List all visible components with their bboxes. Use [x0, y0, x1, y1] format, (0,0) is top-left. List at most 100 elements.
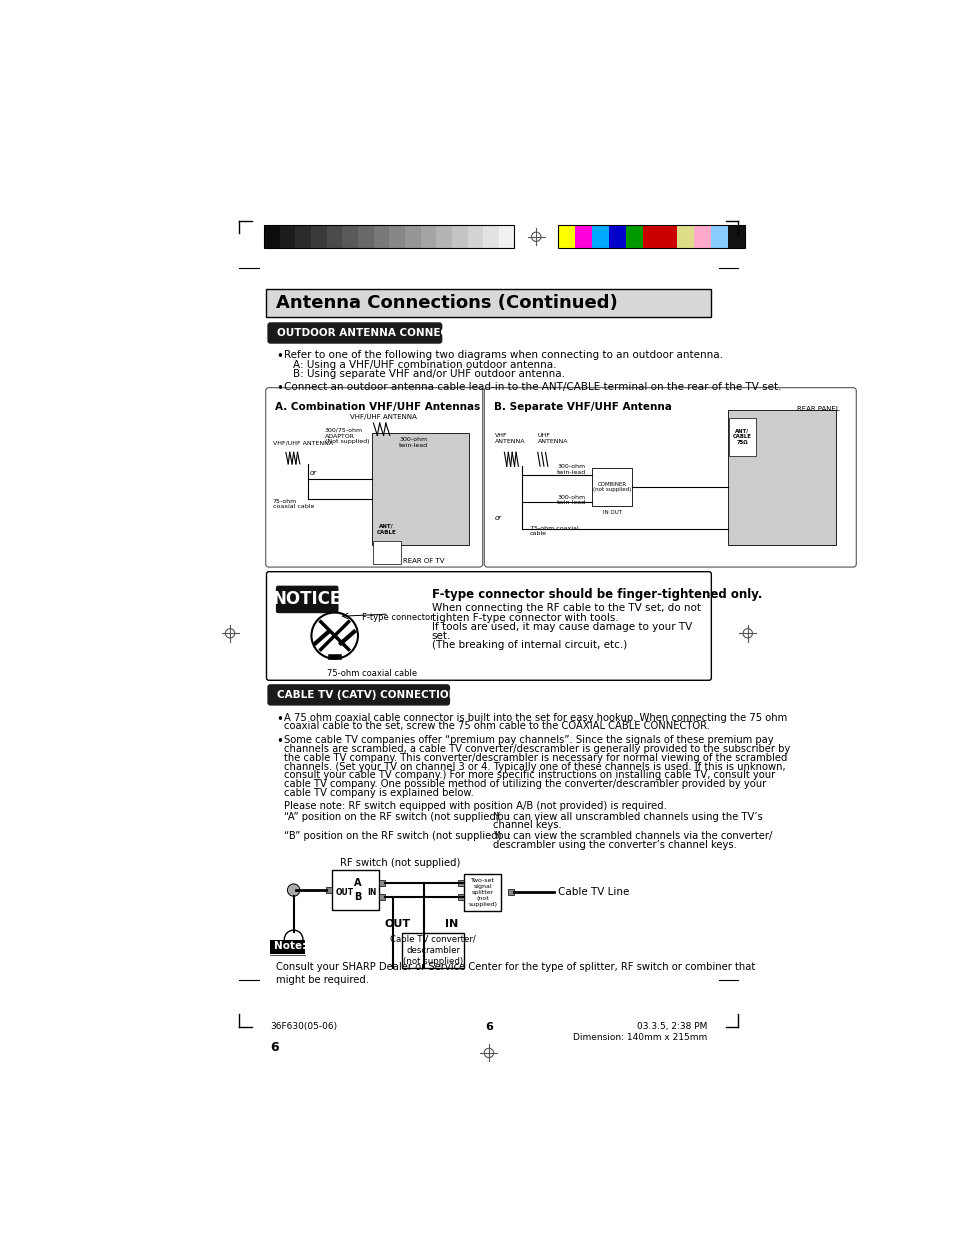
- Text: Refer to one of the following two diagrams when connecting to an outdoor antenna: Refer to one of the following two diagra…: [283, 350, 721, 359]
- Text: OUT: OUT: [384, 919, 410, 930]
- Text: A. Combination VHF/UHF Antennas: A. Combination VHF/UHF Antennas: [274, 401, 479, 411]
- Bar: [420, 225, 436, 248]
- Text: 03.3.5, 2:38 PM: 03.3.5, 2:38 PM: [637, 1023, 707, 1031]
- Text: When connecting the RF cable to the TV set, do not: When connecting the RF cable to the TV s…: [431, 603, 700, 614]
- Text: F-type connector: F-type connector: [361, 613, 433, 621]
- Text: VHF/UHF ANTENNA: VHF/UHF ANTENNA: [350, 414, 416, 420]
- Text: A: Using a VHF/UHF combination outdoor antenna.: A: Using a VHF/UHF combination outdoor a…: [293, 359, 556, 369]
- Bar: [575, 225, 592, 248]
- Text: 300-ohm
twin-lead: 300-ohm twin-lead: [398, 437, 428, 448]
- Text: NOTICE: NOTICE: [273, 590, 341, 609]
- Text: 6: 6: [484, 1023, 493, 1032]
- Text: REAR PANEL: REAR PANEL: [796, 406, 839, 412]
- Bar: [694, 225, 711, 248]
- Bar: [457, 881, 464, 887]
- Bar: [357, 225, 374, 248]
- Bar: [295, 225, 311, 248]
- Text: •: •: [275, 713, 282, 726]
- Text: coaxial cable to the set, screw the 75 ohm cable to the COAXIAL CABLE CONNECTOR.: coaxial cable to the set, screw the 75 o…: [283, 721, 709, 731]
- Bar: [264, 225, 514, 248]
- Text: 75-ohm
coaxial cable: 75-ohm coaxial cable: [273, 499, 314, 509]
- Text: Dimension: 140mm x 215mm: Dimension: 140mm x 215mm: [573, 1032, 707, 1042]
- Bar: [457, 894, 464, 900]
- Bar: [342, 225, 357, 248]
- Bar: [326, 887, 332, 893]
- Bar: [327, 225, 342, 248]
- Bar: [711, 225, 728, 248]
- Text: “A” position on the RF switch (not supplied)  :: “A” position on the RF switch (not suppl…: [283, 811, 508, 821]
- Bar: [378, 881, 385, 887]
- Text: consult your cable TV company.) For more specific instructions on installing cab: consult your cable TV company.) For more…: [283, 771, 774, 781]
- Text: set.: set.: [431, 631, 451, 641]
- Text: •: •: [275, 735, 282, 748]
- Text: OUTDOOR ANTENNA CONNECTION: OUTDOOR ANTENNA CONNECTION: [276, 329, 476, 338]
- Bar: [467, 225, 483, 248]
- Text: 75-ohm coaxial cable: 75-ohm coaxial cable: [327, 668, 416, 678]
- Text: “B” position on the RF switch (not supplied)  :: “B” position on the RF switch (not suppl…: [283, 831, 510, 841]
- Bar: [332, 871, 378, 910]
- Text: cable TV company is explained below.: cable TV company is explained below.: [283, 788, 473, 798]
- Text: B: Using separate VHF and/or UHF outdoor antenna.: B: Using separate VHF and/or UHF outdoor…: [293, 369, 564, 379]
- Bar: [642, 225, 659, 248]
- Text: 300-ohm
twin-lead: 300-ohm twin-lead: [557, 495, 586, 505]
- Text: COMBINER
(not supplied): COMBINER (not supplied): [593, 482, 631, 493]
- Text: RF switch (not supplied): RF switch (not supplied): [340, 858, 460, 868]
- Text: •: •: [275, 382, 282, 395]
- Text: Some cable TV companies offer “premium pay channels”. Since the signals of these: Some cable TV companies offer “premium p…: [283, 735, 772, 745]
- FancyBboxPatch shape: [276, 587, 337, 613]
- Text: If tools are used, it may cause damage to your TV: If tools are used, it may cause damage t…: [431, 621, 691, 632]
- Text: B. Separate VHF/UHF Antenna: B. Separate VHF/UHF Antenna: [493, 401, 671, 411]
- Text: channels are scrambled, a cable TV converter/descrambler is generally provided t: channels are scrambled, a cable TV conve…: [283, 743, 789, 753]
- FancyBboxPatch shape: [484, 388, 856, 567]
- Text: CABLE TV (CATV) CONNECTION: CABLE TV (CATV) CONNECTION: [276, 690, 456, 700]
- Text: You can view all unscrambled channels using the TV’s: You can view all unscrambled channels us…: [493, 811, 761, 821]
- Text: OUT: OUT: [335, 888, 354, 897]
- Bar: [483, 225, 498, 248]
- Text: Two-set
signal
splitter
(not
supplied): Two-set signal splitter (not supplied): [468, 878, 497, 906]
- Text: IN: IN: [445, 919, 457, 930]
- Text: descrambler using the converter’s channel keys.: descrambler using the converter’s channe…: [493, 840, 736, 850]
- Bar: [270, 940, 305, 953]
- Bar: [372, 433, 468, 545]
- Text: tighten F-type connector with tools.: tighten F-type connector with tools.: [431, 613, 618, 622]
- Text: Connect an outdoor antenna cable lead-in to the ANT/CABLE terminal on the rear o: Connect an outdoor antenna cable lead-in…: [283, 382, 781, 391]
- Text: Note:: Note:: [274, 941, 306, 951]
- FancyBboxPatch shape: [268, 324, 441, 343]
- Bar: [625, 225, 642, 248]
- Text: VHF/UHF ANTENNA: VHF/UHF ANTENNA: [273, 441, 333, 446]
- Bar: [728, 225, 744, 248]
- Text: B: B: [354, 892, 361, 902]
- Bar: [728, 417, 756, 456]
- Text: 36F630(05-06): 36F630(05-06): [270, 1023, 337, 1031]
- Bar: [405, 225, 420, 248]
- Bar: [558, 225, 744, 248]
- Bar: [374, 225, 389, 248]
- Text: or: or: [310, 471, 316, 477]
- Text: Cable TV converter/
descrambler
(not supplied): Cable TV converter/ descrambler (not sup…: [390, 935, 476, 966]
- Text: You can view the scrambled channels via the converter/: You can view the scrambled channels via …: [493, 831, 771, 841]
- Bar: [402, 934, 464, 968]
- FancyBboxPatch shape: [266, 572, 711, 680]
- Bar: [279, 225, 295, 248]
- Bar: [464, 874, 500, 911]
- Text: REAR OF TV: REAR OF TV: [403, 558, 444, 564]
- Text: VHF
ANTENNA: VHF ANTENNA: [495, 433, 525, 443]
- Text: A 75 ohm coaxial cable connector is built into the set for easy hookup. When con: A 75 ohm coaxial cable connector is buil…: [283, 713, 786, 722]
- Text: ANT/
CABLE: ANT/ CABLE: [376, 524, 396, 535]
- Text: 75-ohm coaxial
cable: 75-ohm coaxial cable: [530, 526, 578, 536]
- Text: (The breaking of internal circuit, etc.): (The breaking of internal circuit, etc.): [431, 640, 626, 651]
- Text: 300/75-ohm
ADAPTOR
(Not supplied): 300/75-ohm ADAPTOR (Not supplied): [324, 427, 369, 445]
- Bar: [498, 225, 514, 248]
- FancyBboxPatch shape: [266, 388, 482, 567]
- Text: or: or: [495, 515, 501, 521]
- Bar: [436, 225, 452, 248]
- Bar: [389, 225, 405, 248]
- Text: 6: 6: [270, 1041, 278, 1055]
- Text: Consult your SHARP Dealer or Service Center for the type of splitter, RF switch : Consult your SHARP Dealer or Service Cen…: [275, 962, 754, 984]
- Text: 300-ohm
twin-lead: 300-ohm twin-lead: [557, 464, 586, 474]
- Text: A: A: [354, 878, 361, 888]
- Text: channels. (Set your TV on channel 3 or 4. Typically one of these channels is use: channels. (Set your TV on channel 3 or 4…: [283, 762, 784, 772]
- Bar: [373, 541, 400, 564]
- Bar: [266, 289, 711, 317]
- Bar: [677, 225, 694, 248]
